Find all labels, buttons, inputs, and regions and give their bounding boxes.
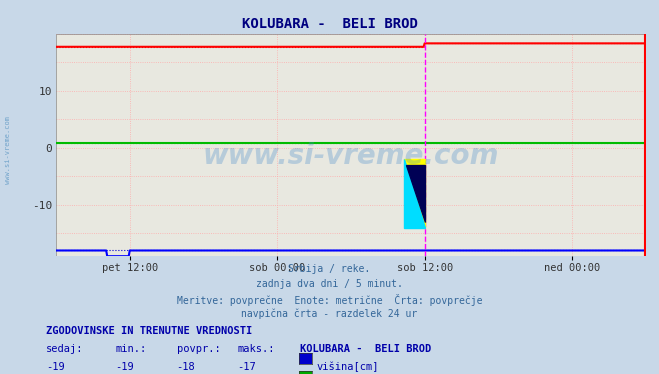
Text: www.si-vreme.com: www.si-vreme.com	[203, 142, 499, 170]
Polygon shape	[406, 165, 424, 222]
Polygon shape	[404, 159, 424, 228]
Text: -19: -19	[115, 362, 134, 372]
Text: sedaj:: sedaj:	[46, 344, 84, 354]
Text: maks.:: maks.:	[237, 344, 275, 354]
Text: zadnja dva dni / 5 minut.: zadnja dva dni / 5 minut.	[256, 279, 403, 289]
Polygon shape	[404, 159, 424, 228]
Text: povpr.:: povpr.:	[177, 344, 220, 354]
Text: ZGODOVINSKE IN TRENUTNE VREDNOSTI: ZGODOVINSKE IN TRENUTNE VREDNOSTI	[46, 326, 252, 336]
Text: višina[cm]: višina[cm]	[316, 362, 379, 373]
Text: navpična črta - razdelek 24 ur: navpična črta - razdelek 24 ur	[241, 309, 418, 319]
Text: KOLUBARA -  BELI BROD: KOLUBARA - BELI BROD	[300, 344, 431, 354]
Text: KOLUBARA -  BELI BROD: KOLUBARA - BELI BROD	[242, 17, 417, 31]
Text: Meritve: povprečne  Enote: metrične  Črta: povprečje: Meritve: povprečne Enote: metrične Črta:…	[177, 294, 482, 306]
Text: -19: -19	[46, 362, 65, 372]
Text: www.si-vreme.com: www.si-vreme.com	[5, 116, 11, 184]
Text: -18: -18	[177, 362, 195, 372]
Text: Srbija / reke.: Srbija / reke.	[289, 264, 370, 274]
Text: min.:: min.:	[115, 344, 146, 354]
Text: -17: -17	[237, 362, 256, 372]
